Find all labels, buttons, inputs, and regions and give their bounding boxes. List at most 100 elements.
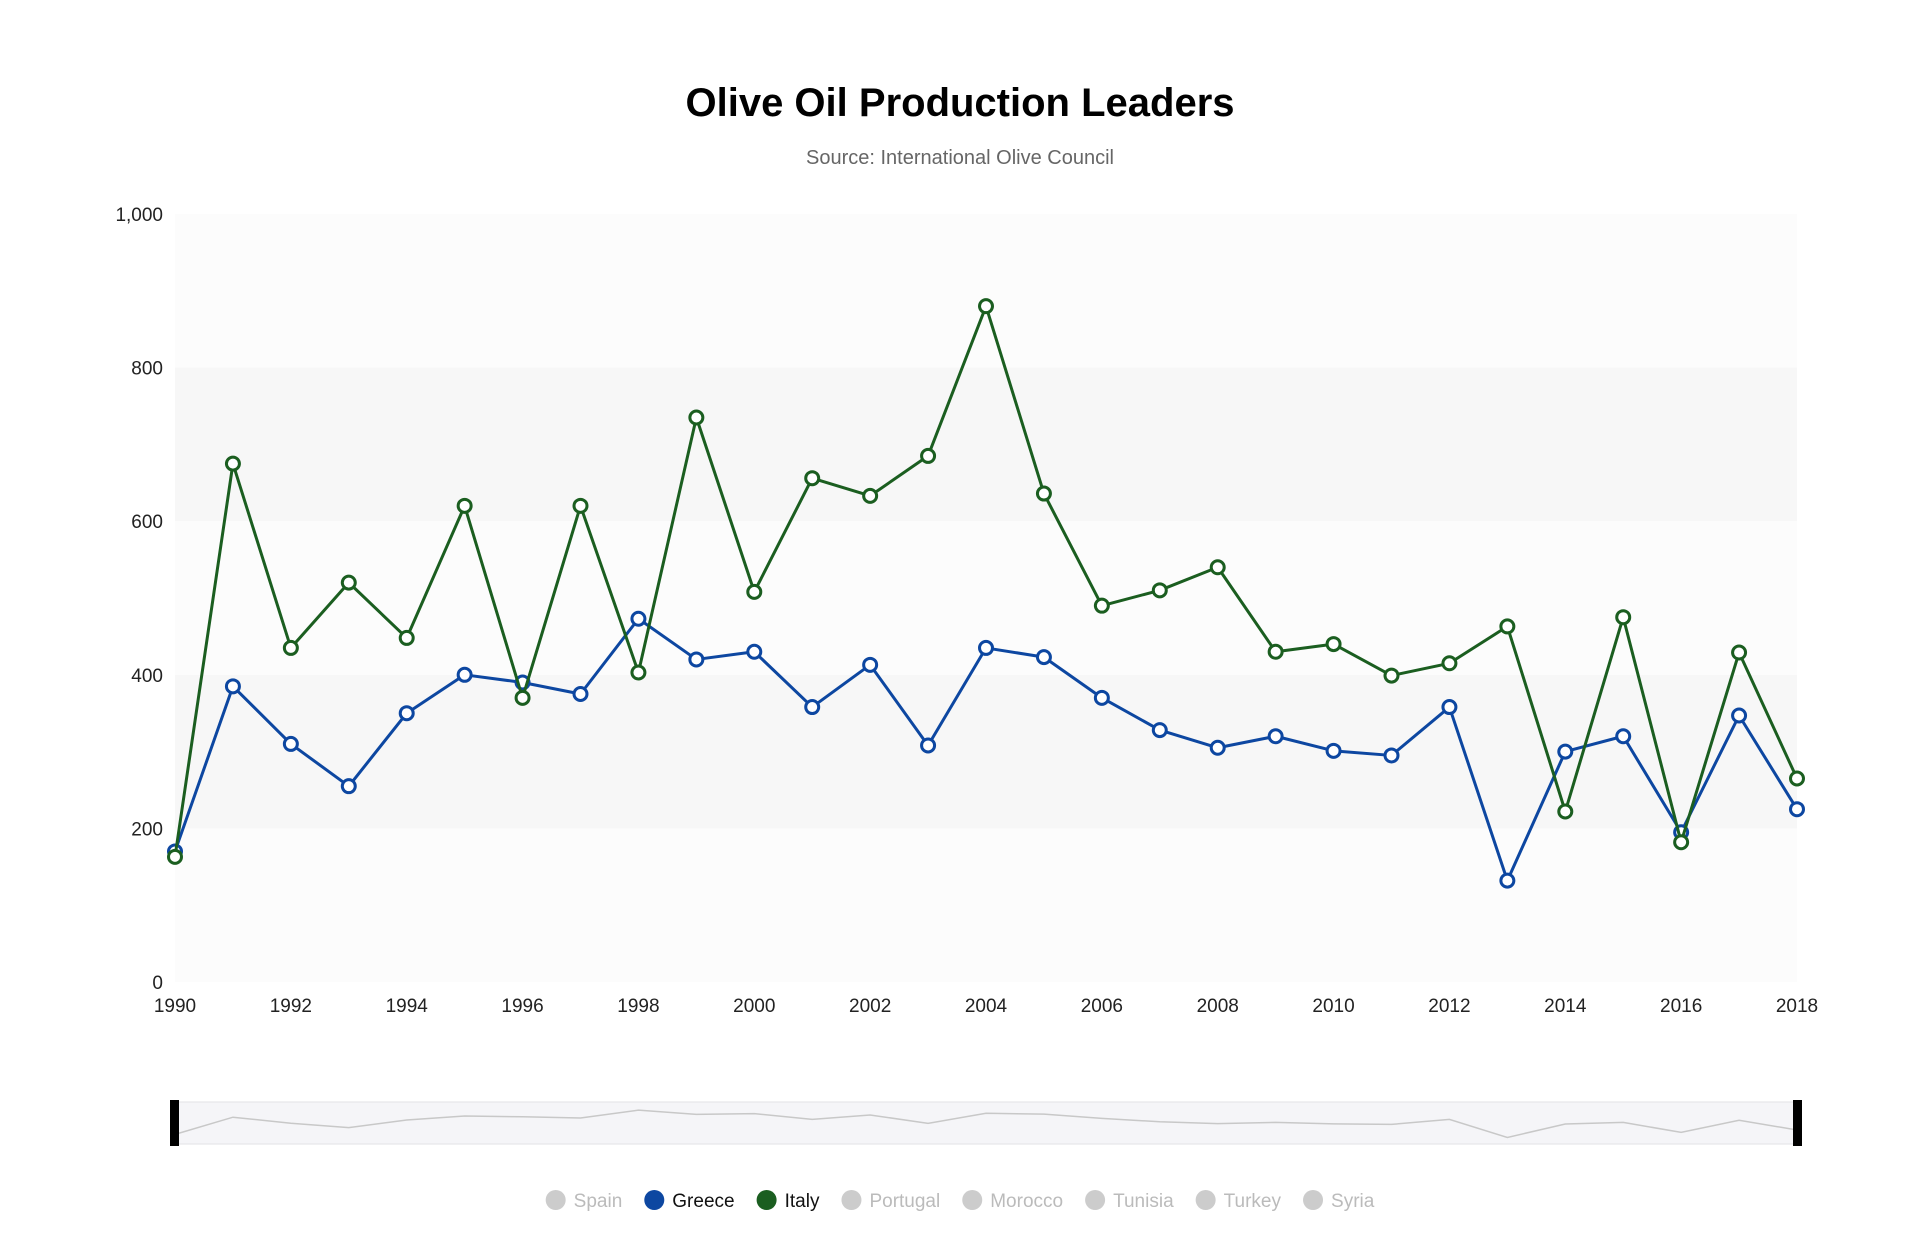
y-tick-label: 800 — [131, 359, 163, 380]
data-point-greece[interactable] — [1267, 728, 1284, 745]
navigator-background[interactable] — [174, 1101, 1798, 1145]
x-tick-label: 2008 — [1197, 996, 1239, 1017]
data-point-italy[interactable] — [398, 629, 415, 646]
data-point-italy[interactable] — [746, 583, 763, 600]
navigator-handle-left[interactable] — [170, 1100, 179, 1146]
legend-label: Tunisia — [1113, 1191, 1174, 1212]
x-tick-label: 1994 — [386, 996, 429, 1017]
data-point-italy[interactable] — [1441, 655, 1458, 672]
legend-item-italy[interactable]: Italy — [756, 1190, 820, 1212]
data-point-italy[interactable] — [1093, 597, 1110, 614]
navigator-line — [174, 1109, 1798, 1139]
data-point-italy[interactable] — [1557, 803, 1574, 820]
data-point-greece[interactable] — [746, 643, 763, 660]
data-point-italy[interactable] — [514, 689, 531, 706]
data-point-greece[interactable] — [804, 699, 821, 716]
data-point-italy[interactable] — [1731, 644, 1748, 661]
data-point-italy[interactable] — [688, 409, 705, 426]
legend: Spain Greece Italy Portugal Morocco Tunisia Tu… — [545, 1190, 1375, 1212]
data-point-greece[interactable] — [1093, 689, 1110, 706]
data-point-italy[interactable] — [630, 664, 647, 681]
data-point-italy[interactable] — [978, 298, 994, 315]
y-tick-label: 0 — [152, 973, 163, 994]
legend-item-portugal[interactable]: Portugal — [841, 1190, 940, 1212]
data-point-italy[interactable] — [572, 497, 589, 514]
navigator-handle-right[interactable] — [1793, 1100, 1802, 1146]
legend-item-turkey[interactable]: Turkey — [1195, 1190, 1282, 1212]
data-point-italy[interactable] — [224, 455, 241, 472]
legend-marker — [962, 1190, 983, 1210]
legend-item-greece[interactable]: Greece — [644, 1190, 735, 1212]
data-point-greece[interactable] — [1151, 722, 1168, 739]
data-point-italy[interactable] — [1209, 559, 1226, 576]
data-point-greece[interactable] — [920, 737, 937, 754]
data-point-italy[interactable] — [282, 639, 299, 656]
plot-band — [175, 367, 1797, 522]
x-tick-label: 2012 — [1428, 996, 1470, 1017]
plot-bands — [175, 214, 1797, 982]
legend-item-spain[interactable]: Spain — [545, 1190, 623, 1212]
data-point-greece[interactable] — [1731, 707, 1748, 724]
data-point-italy[interactable] — [340, 574, 357, 591]
legend-label: Morocco — [990, 1191, 1063, 1212]
data-point-italy[interactable] — [862, 487, 879, 504]
x-tick-label: 1996 — [501, 996, 543, 1017]
x-tick-label: 1998 — [617, 996, 659, 1017]
y-axis: 0 200 400 600 800 1,000 — [115, 205, 163, 994]
data-point-greece[interactable] — [224, 678, 241, 695]
data-point-italy[interactable] — [1615, 609, 1632, 626]
data-point-italy[interactable] — [804, 470, 821, 487]
data-point-greece[interactable] — [862, 656, 879, 673]
data-point-greece[interactable] — [1209, 739, 1226, 756]
y-tick-label: 600 — [131, 512, 163, 533]
data-point-greece[interactable] — [1499, 872, 1516, 889]
data-point-greece[interactable] — [1789, 801, 1805, 818]
x-tick-label: 2002 — [849, 996, 891, 1017]
data-point-italy[interactable] — [1789, 770, 1805, 787]
legend-marker — [1303, 1190, 1324, 1210]
data-point-greece[interactable] — [1557, 743, 1574, 760]
legend-marker — [545, 1190, 566, 1210]
data-point-greece[interactable] — [978, 639, 994, 656]
data-point-greece[interactable] — [1441, 699, 1458, 716]
data-point-greece[interactable] — [282, 735, 299, 752]
legend-item-tunisia[interactable]: Tunisia — [1085, 1190, 1174, 1212]
legend-marker — [841, 1190, 862, 1210]
data-point-italy[interactable] — [1383, 667, 1400, 684]
data-point-greece[interactable] — [688, 651, 705, 668]
legend-item-syria[interactable]: Syria — [1303, 1190, 1375, 1212]
data-point-greece[interactable] — [340, 778, 357, 795]
plot-band — [175, 828, 1797, 982]
legend-label: Spain — [574, 1191, 623, 1212]
data-point-greece[interactable] — [1615, 728, 1632, 745]
data-point-greece[interactable] — [1035, 649, 1052, 666]
x-tick-label: 2018 — [1776, 996, 1818, 1017]
navigator[interactable] — [170, 1100, 1802, 1146]
y-tick-label: 1,000 — [115, 205, 163, 226]
data-point-italy[interactable] — [1499, 618, 1516, 635]
data-point-greece[interactable] — [1383, 747, 1400, 764]
data-point-italy[interactable] — [1151, 582, 1168, 599]
data-point-greece[interactable] — [456, 666, 473, 683]
legend-label: Portugal — [869, 1191, 940, 1212]
data-point-italy[interactable] — [1035, 485, 1052, 502]
y-tick-label: 200 — [131, 819, 163, 840]
legend-marker — [756, 1190, 777, 1210]
legend-label: Turkey — [1224, 1191, 1282, 1212]
data-point-greece[interactable] — [1325, 742, 1342, 759]
x-tick-label: 2016 — [1660, 996, 1702, 1017]
data-point-italy[interactable] — [1673, 834, 1690, 851]
data-point-greece[interactable] — [572, 686, 589, 702]
x-tick-label: 1992 — [270, 996, 312, 1017]
x-tick-label: 2006 — [1081, 996, 1123, 1017]
data-point-italy[interactable] — [920, 447, 937, 464]
chart-title: Olive Oil Production Leaders — [685, 81, 1234, 125]
data-point-greece[interactable] — [398, 705, 415, 722]
data-point-italy[interactable] — [1267, 643, 1284, 660]
data-point-italy[interactable] — [456, 497, 473, 514]
data-point-italy[interactable] — [1325, 636, 1342, 653]
data-point-greece[interactable] — [630, 610, 647, 627]
legend-item-morocco[interactable]: Morocco — [962, 1190, 1063, 1212]
data-point-italy[interactable] — [167, 848, 183, 865]
